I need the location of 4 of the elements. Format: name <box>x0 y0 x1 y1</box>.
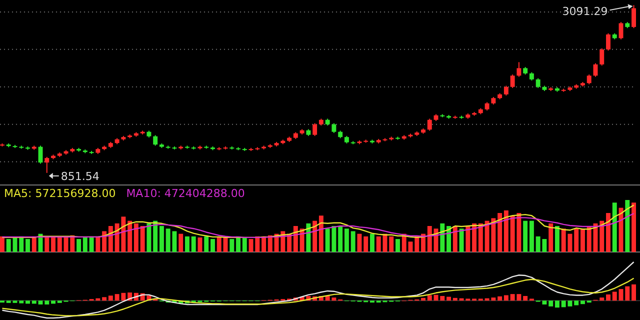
annotation: 851.54 <box>60 170 100 183</box>
text: MA5: 572156928.00 <box>4 187 116 200</box>
text: MA10: 472404288.00 <box>126 187 245 200</box>
annotation: 3091.29 <box>562 5 608 18</box>
